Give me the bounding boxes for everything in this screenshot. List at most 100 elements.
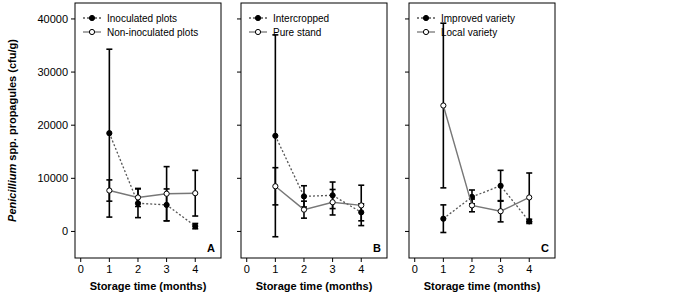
y-tick: [71, 72, 75, 73]
error-bar-cap: [135, 206, 141, 208]
legend: Inoculated plotsNon-inoculated plots: [83, 13, 198, 38]
x-tick-label: 1: [106, 263, 112, 275]
panel-letter: B: [373, 242, 381, 254]
panel: 01000020000300004000001234Storage time (…: [6, 3, 221, 292]
x-tick-label: 0: [412, 263, 418, 275]
panel-letter: A: [207, 242, 215, 254]
x-tick-label: 4: [192, 263, 198, 275]
error-bar-cap: [164, 220, 170, 222]
legend-label: Inoculated plots: [107, 13, 177, 24]
error-bar-cap: [498, 221, 504, 223]
error-bar: [301, 201, 307, 218]
legend-marker: [89, 15, 94, 20]
error-bar-cap: [330, 181, 336, 183]
x-tick-label: 1: [272, 263, 278, 275]
point: [498, 209, 503, 214]
error-bar-stem: [137, 189, 139, 218]
point: [193, 191, 198, 196]
data-area: [106, 49, 198, 229]
x-tick: [195, 258, 196, 262]
error-bar-cap: [301, 217, 307, 219]
plot-frame: [409, 3, 555, 258]
error-bar: [135, 189, 141, 218]
x-tick: [109, 258, 110, 262]
panel: 01234Storage time (months)IntercroppedPu…: [237, 3, 387, 292]
error-bar-cap: [192, 215, 198, 217]
y-tick: [237, 72, 241, 73]
error-bar-cap: [330, 214, 336, 216]
error-bar-cap: [498, 170, 504, 172]
y-axis-label-rest: spp. propagules (cfu/g): [6, 39, 18, 164]
error-bar: [469, 199, 475, 212]
legend-label: Intercropped: [273, 13, 329, 24]
legend-label: Local variety: [441, 27, 497, 38]
data-area: [272, 35, 364, 237]
x-axis-label: Storage time (months): [424, 280, 541, 292]
y-tick: [237, 231, 241, 232]
x-tick: [361, 258, 362, 262]
x-tick: [303, 258, 304, 262]
point: [330, 200, 335, 205]
y-tick: [71, 178, 75, 179]
point: [164, 191, 169, 196]
series-line: [275, 186, 361, 209]
y-tick: [71, 125, 75, 126]
y-tick-label: 20000: [37, 119, 68, 131]
error-bar: [272, 168, 278, 205]
x-tick: [166, 258, 167, 262]
x-axis-label: Storage time (months): [90, 280, 207, 292]
y-axis-label-italic: Penicillium: [6, 164, 18, 222]
legend-marker: [423, 29, 428, 34]
series-line: [109, 191, 195, 198]
y-tick: [237, 125, 241, 126]
series-line: [443, 106, 529, 212]
error-bar-cap: [135, 217, 141, 219]
error-bar: [358, 185, 364, 225]
x-tick-label: 4: [526, 263, 532, 275]
y-tick: [405, 72, 409, 73]
panel-letter: C: [541, 242, 549, 254]
legend: Improved varietyLocal variety: [417, 13, 515, 38]
figure: 01000020000300004000001234Storage time (…: [0, 0, 677, 296]
point: [301, 194, 306, 199]
error-bar-cap: [469, 189, 475, 191]
legend-marker: [255, 15, 260, 20]
legend-marker: [89, 29, 94, 34]
error-bar-cap: [440, 204, 446, 206]
error-bar-cap: [164, 220, 170, 222]
y-axis-label: Penicillium spp. propagules (cfu/g): [6, 39, 18, 222]
error-bar: [135, 188, 141, 206]
error-bar-cap: [272, 236, 278, 238]
x-tick: [275, 258, 276, 262]
error-bar-cap: [106, 216, 112, 218]
legend-label: Pure stand: [273, 27, 321, 38]
x-tick: [471, 258, 472, 262]
point: [441, 216, 446, 221]
y-tick: [237, 18, 241, 19]
legend: Intercropped Pure stand: [249, 13, 329, 38]
point: [273, 184, 278, 189]
error-bar-cap: [469, 211, 475, 213]
error-bar-cap: [526, 221, 532, 223]
legend-marker: [255, 29, 260, 34]
data-area: [440, 23, 532, 232]
x-tick: [414, 258, 415, 262]
y-tick: [405, 231, 409, 232]
x-tick-label: 3: [164, 263, 170, 275]
series-line: [109, 133, 195, 226]
y-tick: [237, 178, 241, 179]
x-tick: [500, 258, 501, 262]
y-tick: [405, 18, 409, 19]
error-bar-cap: [498, 200, 504, 202]
error-bar-cap: [272, 204, 278, 206]
x-tick-label: 3: [498, 263, 504, 275]
x-tick-label: 2: [301, 263, 307, 275]
x-tick-label: 0: [78, 263, 84, 275]
y-tick-label: 30000: [37, 66, 68, 78]
y-tick: [71, 231, 75, 232]
point: [441, 103, 446, 108]
x-tick-label: 2: [135, 263, 141, 275]
y-tick: [71, 18, 75, 19]
y-tick-label: 40000: [37, 13, 68, 25]
error-bar-cap: [135, 188, 141, 190]
